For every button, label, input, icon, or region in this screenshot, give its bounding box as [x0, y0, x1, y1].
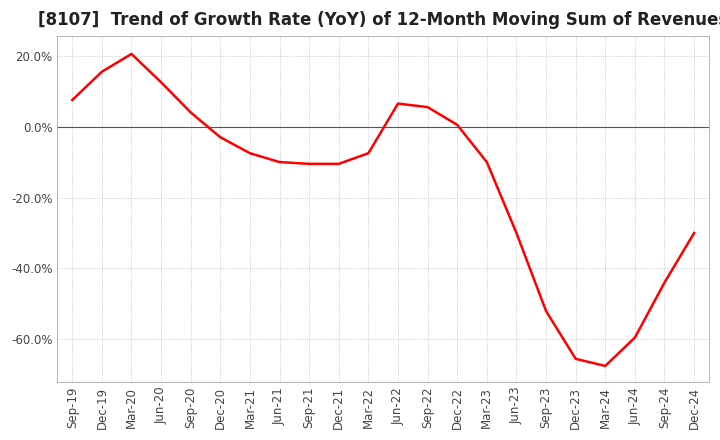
Title: [8107]  Trend of Growth Rate (YoY) of 12-Month Moving Sum of Revenues: [8107] Trend of Growth Rate (YoY) of 12-…	[38, 11, 720, 29]
